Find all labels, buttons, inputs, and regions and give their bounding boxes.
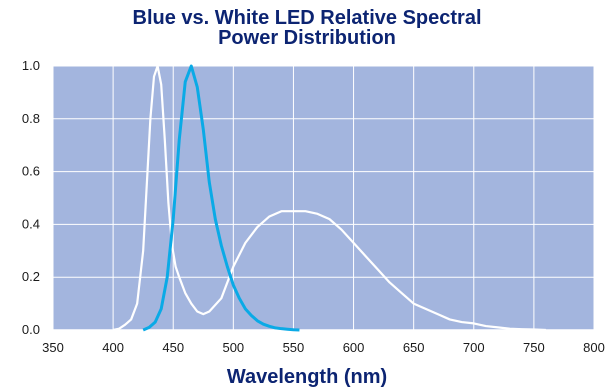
chart-title: Blue vs. White LED Relative Spectral Pow…	[0, 8, 614, 48]
x-tick-label: 500	[222, 340, 244, 355]
y-tick-label: 0.6	[22, 164, 40, 179]
spectral-chart: 350 400 450 500 550 600 650 700 750 800 0.0 0.2 0.4…	[22, 58, 605, 355]
x-tick-label: 350	[42, 340, 64, 355]
x-tick-label: 450	[162, 340, 184, 355]
y-tick-label: 1.0	[22, 58, 40, 73]
plot-area	[53, 66, 594, 330]
x-axis-label: Wavelength (nm)	[226, 366, 388, 388]
series-line-white	[112, 64, 546, 332]
y-tick-labels: 0.0 0.2 0.4 0.6 0.8 1.0	[22, 58, 40, 337]
series-line-blue	[142, 64, 300, 332]
x-tick-label: 750	[523, 340, 545, 355]
x-tick-labels: 350 400 450 500 550 600 650 700 750 800	[42, 340, 605, 355]
chart-title-line-2: Power Distribution	[218, 27, 396, 49]
x-tick-label: 600	[343, 340, 365, 355]
y-tick-label: 0.4	[22, 216, 40, 231]
x-tick-label: 700	[463, 340, 485, 355]
y-tick-label: 0.2	[22, 269, 40, 284]
x-tick-label: 650	[403, 340, 425, 355]
series-lines	[112, 64, 546, 332]
x-tick-label: 400	[102, 340, 124, 355]
x-tick-label: 550	[283, 340, 305, 355]
y-tick-label: 0.0	[22, 322, 40, 337]
x-tick-label: 800	[583, 340, 605, 355]
chart-title-line-1: Blue vs. White LED Relative Spectral	[132, 7, 482, 29]
y-tick-label: 0.8	[22, 111, 40, 126]
